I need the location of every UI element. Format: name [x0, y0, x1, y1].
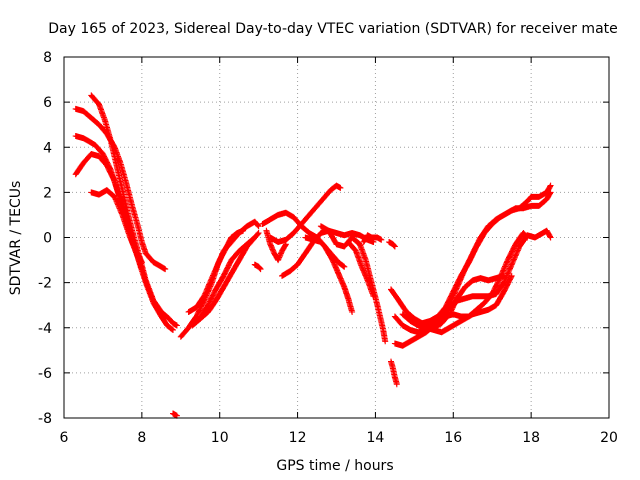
data-point-markers: [170, 410, 180, 419]
x-tick-label: 20: [600, 430, 618, 446]
series-track-20: [388, 358, 400, 388]
series-track-5: [88, 187, 145, 266]
axis-ticks: [63, 56, 610, 419]
data-point-markers: [386, 239, 398, 250]
data-point-markers: [345, 239, 377, 300]
data-point-markers: [197, 234, 258, 322]
data-points: [72, 92, 554, 419]
series-track-19: [386, 239, 398, 250]
series-track-18: [360, 232, 385, 245]
data-point-markers: [251, 261, 264, 273]
series-track-14: [263, 227, 289, 264]
axis-tick-labels: 6 8 10 12 14 16 18 20 -8 -6 -4 -2 0 2 4 6 8: [38, 50, 618, 446]
y-tick-label: -8: [38, 411, 52, 427]
data-point-markers: [388, 358, 400, 388]
series-track-17: [345, 239, 377, 300]
x-tick-label: 14: [367, 430, 385, 446]
series-track-26: [399, 272, 515, 336]
series-track-15: [302, 234, 348, 270]
x-tick-label: 8: [137, 430, 146, 446]
data-point-markers: [399, 272, 515, 336]
y-tick-label: 4: [43, 140, 52, 156]
y-tick-label: 8: [43, 50, 52, 66]
y-tick-label: -4: [38, 321, 52, 337]
data-point-markers: [263, 227, 289, 264]
y-tick-label: 2: [43, 185, 52, 201]
x-axis-label: GPS time / hours: [276, 458, 393, 474]
y-tick-label: 6: [43, 95, 52, 111]
y-tick-label: -6: [38, 366, 52, 382]
x-tick-label: 12: [289, 430, 307, 446]
series-track-10: [251, 261, 264, 273]
x-tick-label: 10: [211, 430, 229, 446]
data-point-markers: [185, 227, 247, 315]
x-tick-label: 16: [444, 430, 462, 446]
y-axis-label: SDTVAR / TECUs: [8, 181, 24, 296]
series-track-7: [185, 227, 247, 315]
series-outlier: [170, 410, 180, 419]
x-tick-label: 18: [522, 430, 540, 446]
data-point-markers: [88, 187, 145, 266]
y-tick-label: 0: [43, 231, 52, 247]
data-point-markers: [360, 232, 385, 245]
data-point-markers: [302, 234, 348, 270]
x-tick-label: 6: [60, 430, 69, 446]
grid-lines: [64, 57, 609, 418]
series-track-9: [197, 234, 258, 322]
chart-title: Day 165 of 2023, Sidereal Day-to-day VTE…: [48, 21, 618, 37]
y-tick-label: -2: [38, 276, 52, 292]
